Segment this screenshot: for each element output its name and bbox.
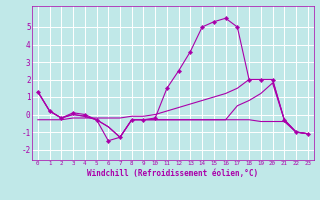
X-axis label: Windchill (Refroidissement éolien,°C): Windchill (Refroidissement éolien,°C) [87,169,258,178]
